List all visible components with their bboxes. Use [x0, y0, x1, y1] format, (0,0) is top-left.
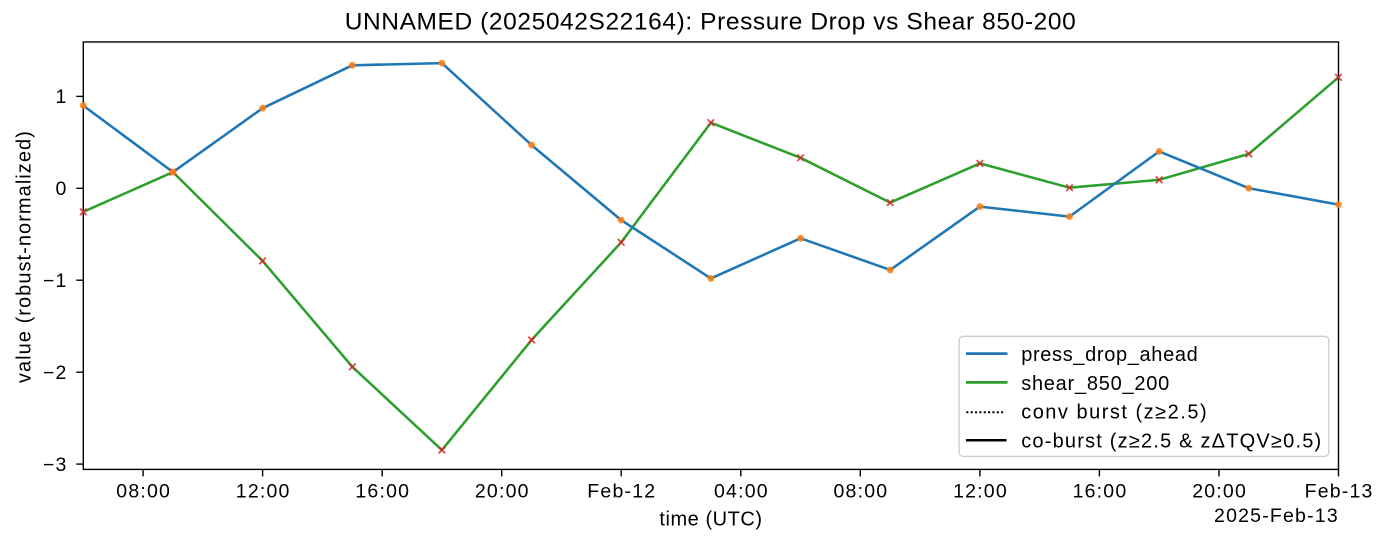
svg-text:UNNAMED (2025042S22164): Press: UNNAMED (2025042S22164): Pressure Drop v… [345, 9, 1077, 36]
svg-text:Feb-12: Feb-12 [587, 481, 656, 503]
svg-text:20:00: 20:00 [1192, 481, 1247, 503]
svg-text:16:00: 16:00 [1073, 481, 1128, 503]
svg-text:press_drop_ahead: press_drop_ahead [1021, 344, 1198, 366]
svg-text:time (UTC): time (UTC) [659, 509, 762, 531]
svg-text:12:00: 12:00 [953, 481, 1008, 503]
svg-text:20:00: 20:00 [475, 481, 530, 503]
svg-text:value (robust-normalized): value (robust-normalized) [14, 130, 36, 383]
svg-text:shear_850_200: shear_850_200 [1021, 373, 1170, 395]
svg-text:−1: −1 [43, 270, 68, 292]
svg-text:16:00: 16:00 [355, 481, 410, 503]
svg-text:0: 0 [56, 178, 68, 200]
svg-text:−3: −3 [43, 454, 68, 476]
svg-text:Feb-13: Feb-13 [1305, 481, 1374, 503]
svg-text:08:00: 08:00 [116, 481, 171, 503]
svg-text:12:00: 12:00 [236, 481, 291, 503]
svg-text:2025-Feb-13: 2025-Feb-13 [1214, 505, 1339, 527]
svg-text:co-burst (z≥2.5 & zΔTQV≥0.5): co-burst (z≥2.5 & zΔTQV≥0.5) [1021, 430, 1322, 452]
svg-text:−2: −2 [43, 362, 68, 384]
svg-text:1: 1 [56, 86, 68, 108]
svg-text:04:00: 04:00 [714, 481, 769, 503]
svg-text:conv burst (z≥2.5): conv burst (z≥2.5) [1021, 402, 1208, 424]
svg-text:08:00: 08:00 [833, 481, 888, 503]
